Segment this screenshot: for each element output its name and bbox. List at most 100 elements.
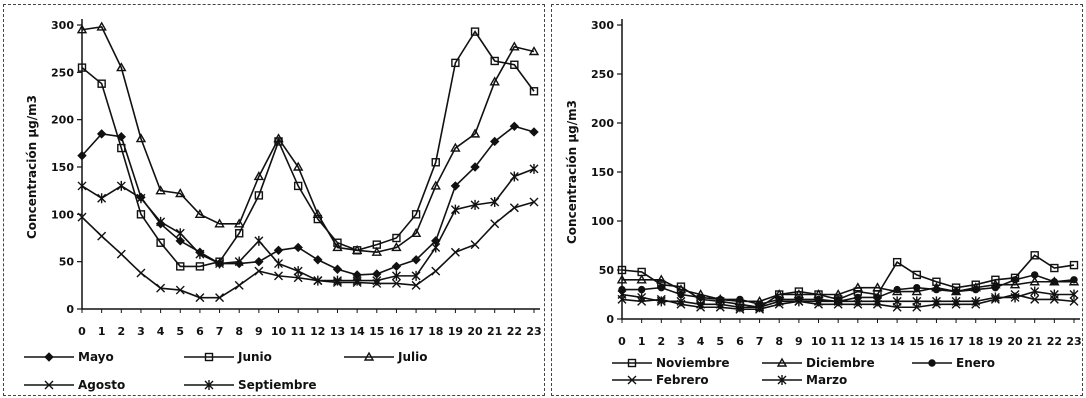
- legend-item-febrero: Febrero: [612, 373, 709, 387]
- data-point: [1030, 271, 1039, 279]
- x-tick-label: 14: [889, 335, 905, 348]
- data-point: [529, 197, 539, 207]
- series-mayo: [77, 121, 539, 280]
- data-point: [312, 208, 324, 219]
- data-point: [490, 197, 500, 208]
- data-point: [1030, 251, 1039, 260]
- data-point: [273, 245, 284, 256]
- x-tick-label: 5: [176, 325, 184, 338]
- data-point: [893, 285, 901, 294]
- legend-marker: [777, 375, 787, 385]
- data-point: [971, 296, 981, 307]
- data-point: [391, 270, 401, 281]
- legend-marker: [44, 352, 54, 362]
- x-tick-label: 12: [850, 335, 865, 348]
- data-point: [391, 242, 402, 252]
- data-point: [97, 79, 106, 88]
- data-point: [391, 261, 402, 272]
- x-tick-label: 7: [216, 325, 224, 338]
- x-tick-label: 6: [196, 325, 204, 338]
- data-point: [892, 296, 902, 307]
- data-point: [509, 121, 520, 132]
- data-point: [932, 285, 941, 294]
- y-tick-label: 250: [591, 68, 614, 81]
- data-point: [234, 280, 244, 290]
- data-point: [175, 236, 185, 246]
- data-point: [332, 264, 343, 274]
- x-tick-label: 4: [157, 325, 165, 338]
- legend-label: Noviembre: [656, 356, 730, 370]
- data-point: [1010, 292, 1020, 303]
- data-point: [430, 180, 441, 190]
- data-point: [489, 136, 500, 147]
- data-point: [96, 21, 107, 31]
- series-line: [81, 125, 535, 276]
- data-point: [852, 282, 864, 292]
- series-line: [81, 168, 535, 282]
- data-point: [254, 266, 264, 276]
- data-point: [97, 231, 107, 241]
- data-point: [1011, 276, 1019, 284]
- y-tick-label: 200: [591, 117, 614, 130]
- data-point: [990, 292, 1000, 303]
- data-point: [911, 286, 922, 296]
- data-point: [175, 285, 185, 295]
- data-point: [391, 278, 401, 288]
- data-point: [814, 296, 824, 307]
- data-point: [273, 133, 284, 143]
- data-point: [755, 302, 765, 313]
- data-point: [912, 296, 922, 307]
- data-point: [313, 255, 323, 265]
- data-point: [194, 208, 206, 219]
- legend-item-noviembre: Noviembre: [612, 356, 730, 370]
- data-point: [235, 229, 244, 238]
- y-tick-label: 300: [591, 19, 614, 32]
- data-point: [490, 219, 500, 229]
- x-tick-label: 3: [677, 335, 685, 348]
- data-point: [509, 203, 519, 213]
- data-point: [637, 292, 647, 303]
- legend-label: Marzo: [806, 373, 847, 387]
- data-point: [332, 275, 342, 286]
- data-point: [1069, 289, 1079, 300]
- data-point: [195, 262, 205, 271]
- data-point: [254, 256, 264, 267]
- data-point: [313, 275, 323, 286]
- series-julio: [76, 21, 540, 256]
- data-point: [450, 181, 461, 191]
- data-point: [637, 285, 646, 294]
- x-tick-label: 16: [929, 335, 945, 348]
- series-line: [81, 26, 535, 254]
- legend-label: Enero: [956, 356, 995, 370]
- legend-label: Septiembre: [238, 378, 317, 392]
- data-point: [774, 296, 784, 307]
- data-point: [116, 62, 127, 72]
- y-tick-label: 50: [599, 264, 615, 277]
- data-point: [1069, 296, 1079, 306]
- x-tick-label: 19: [988, 335, 1003, 348]
- x-tick-label: 18: [968, 335, 983, 348]
- data-point: [636, 274, 647, 284]
- data-point: [293, 273, 303, 283]
- x-tick-label: 13: [330, 325, 345, 338]
- data-point: [371, 246, 382, 256]
- data-point: [411, 210, 421, 219]
- data-point: [372, 275, 382, 286]
- data-point: [490, 56, 499, 66]
- data-point: [952, 287, 960, 296]
- data-point: [77, 212, 87, 222]
- data-point: [214, 218, 225, 228]
- y-tick-label: 0: [66, 303, 74, 316]
- data-point: [234, 256, 244, 267]
- y-tick-label: 200: [51, 114, 74, 127]
- series-marzo: [617, 286, 1079, 313]
- legend-item-enero: Enero: [912, 356, 995, 370]
- data-point: [351, 244, 363, 255]
- series-junio: [77, 27, 539, 271]
- legend-marker: [627, 358, 637, 368]
- x-tick-label: 1: [638, 335, 646, 348]
- data-point: [332, 242, 343, 252]
- x-tick-label: 12: [310, 325, 325, 338]
- data-point: [410, 227, 422, 237]
- data-point: [175, 188, 186, 198]
